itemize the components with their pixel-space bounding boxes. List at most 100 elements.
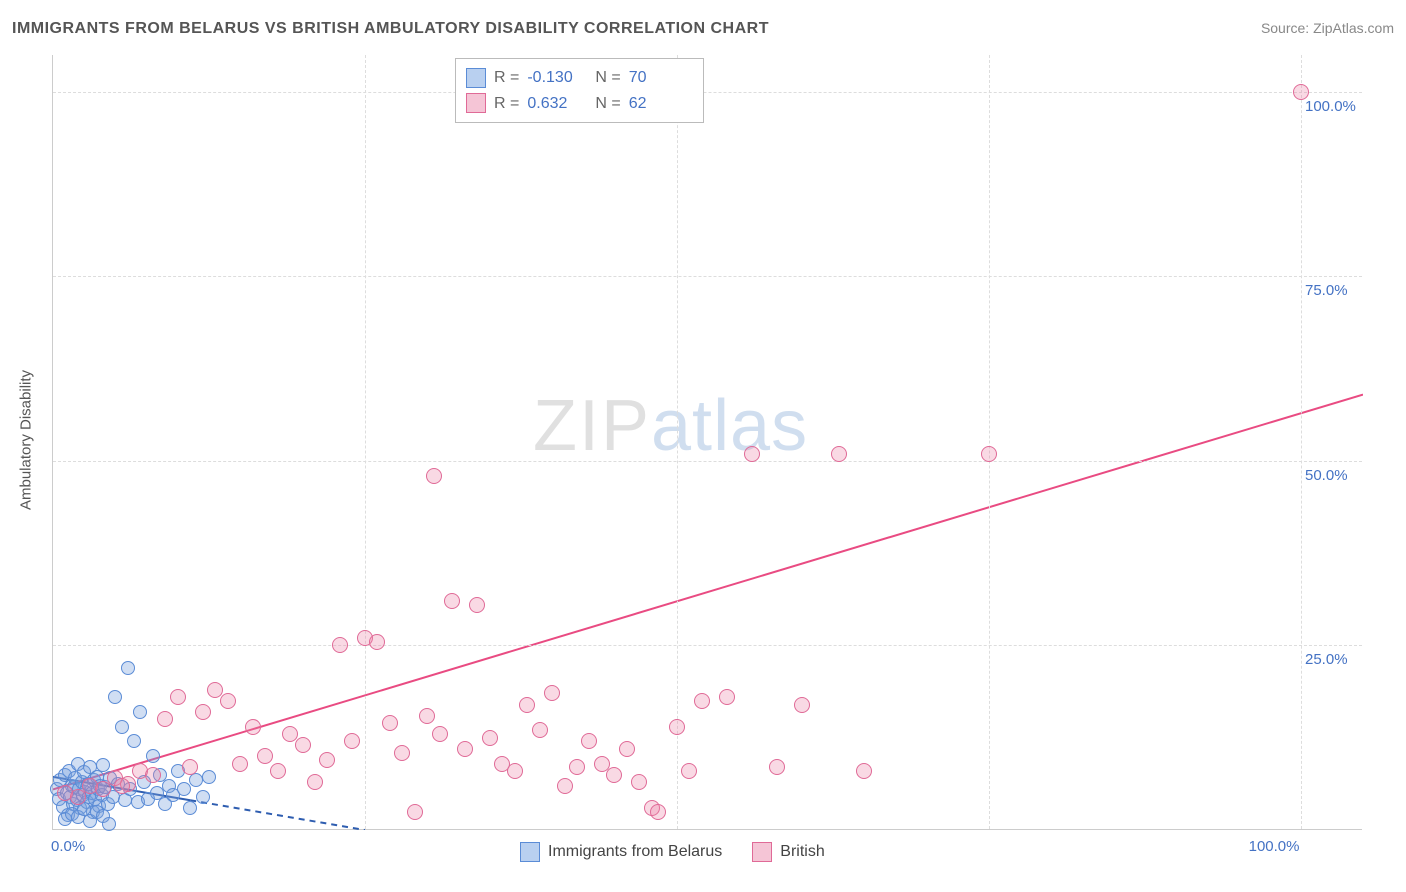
scatter-point (382, 715, 398, 731)
scatter-point (482, 730, 498, 746)
legend-swatch (466, 93, 486, 113)
legend-series-label: Immigrants from Belarus (548, 843, 722, 861)
trendline-dashed (190, 800, 365, 830)
y-tick-label: 100.0% (1305, 98, 1406, 115)
scatter-point (133, 705, 147, 719)
legend-swatch (466, 68, 486, 88)
scatter-point (407, 804, 423, 820)
scatter-point (519, 697, 535, 713)
scatter-point (157, 711, 173, 727)
scatter-point (650, 804, 666, 820)
chart-title: IMMIGRANTS FROM BELARUS VS BRITISH AMBUL… (12, 20, 769, 38)
n-value: 62 (629, 91, 689, 117)
scatter-point (344, 733, 360, 749)
y-tick-label: 75.0% (1305, 282, 1406, 299)
scatter-point (719, 689, 735, 705)
scatter-point (606, 767, 622, 783)
scatter-point (981, 446, 997, 462)
scatter-point (170, 689, 186, 705)
legend-swatch (752, 842, 772, 862)
scatter-point (146, 749, 160, 763)
scatter-point (183, 801, 197, 815)
gridline-horizontal (53, 645, 1362, 646)
scatter-point (220, 693, 236, 709)
x-tick-label: 100.0% (1249, 838, 1300, 855)
scatter-point (145, 767, 161, 783)
scatter-point (332, 637, 348, 653)
scatter-point (96, 758, 110, 772)
scatter-point (115, 720, 129, 734)
scatter-point (444, 593, 460, 609)
gridline-vertical (677, 55, 678, 829)
legend-series-item: British (752, 842, 824, 862)
scatter-point (544, 685, 560, 701)
scatter-point (769, 759, 785, 775)
scatter-point (619, 741, 635, 757)
legend-series-label: British (780, 843, 824, 861)
watermark-zip: ZIP (533, 386, 651, 466)
gridline-horizontal (53, 276, 1362, 277)
scatter-point (669, 719, 685, 735)
scatter-point (631, 774, 647, 790)
scatter-point (744, 446, 760, 462)
scatter-point (419, 708, 435, 724)
y-tick-label: 50.0% (1305, 467, 1406, 484)
scatter-plot: ZIPatlas 25.0%50.0%75.0%100.0%0.0%100.0% (52, 55, 1362, 830)
scatter-point (507, 763, 523, 779)
legend-series-item: Immigrants from Belarus (520, 842, 722, 862)
scatter-point (457, 741, 473, 757)
watermark-atlas: atlas (651, 386, 808, 466)
legend-swatch (520, 842, 540, 862)
scatter-point (694, 693, 710, 709)
legend-correlation-row: R =-0.130N =70 (466, 65, 689, 91)
n-label: N = (595, 91, 620, 117)
scatter-point (232, 756, 248, 772)
scatter-point (108, 690, 122, 704)
r-label: R = (494, 91, 519, 117)
r-value: -0.130 (527, 65, 587, 91)
scatter-point (469, 597, 485, 613)
chart-header: IMMIGRANTS FROM BELARUS VS BRITISH AMBUL… (12, 20, 1394, 38)
scatter-point (121, 661, 135, 675)
y-axis-label: Ambulatory Disability (18, 370, 35, 510)
scatter-point (557, 778, 573, 794)
scatter-point (319, 752, 335, 768)
scatter-point (70, 789, 86, 805)
gridline-vertical (989, 55, 990, 829)
y-tick-label: 25.0% (1305, 651, 1406, 668)
scatter-point (202, 770, 216, 784)
scatter-point (432, 726, 448, 742)
scatter-point (856, 763, 872, 779)
legend-correlation-row: R =0.632N =62 (466, 91, 689, 117)
scatter-point (102, 817, 116, 831)
legend-series: Immigrants from Belarus British (520, 842, 825, 862)
n-value: 70 (629, 65, 689, 91)
source-label: Source: ZipAtlas.com (1261, 20, 1394, 36)
scatter-point (532, 722, 548, 738)
scatter-point (569, 759, 585, 775)
scatter-point (114, 778, 130, 794)
scatter-point (257, 748, 273, 764)
legend-correlation: R =-0.130N =70R =0.632N =62 (455, 58, 704, 123)
scatter-point (295, 737, 311, 753)
trend-lines-layer (53, 55, 1363, 830)
gridline-vertical (365, 55, 366, 829)
r-label: R = (494, 65, 519, 91)
scatter-point (177, 782, 191, 796)
gridline-vertical (1301, 55, 1302, 829)
scatter-point (196, 790, 210, 804)
scatter-point (195, 704, 211, 720)
scatter-point (127, 734, 141, 748)
scatter-point (794, 697, 810, 713)
watermark: ZIPatlas (533, 385, 808, 467)
scatter-point (831, 446, 847, 462)
scatter-point (245, 719, 261, 735)
scatter-point (182, 759, 198, 775)
scatter-point (394, 745, 410, 761)
scatter-point (307, 774, 323, 790)
scatter-point (95, 781, 111, 797)
scatter-point (270, 763, 286, 779)
scatter-point (681, 763, 697, 779)
gridline-horizontal (53, 461, 1362, 462)
x-tick-label: 0.0% (51, 838, 85, 855)
